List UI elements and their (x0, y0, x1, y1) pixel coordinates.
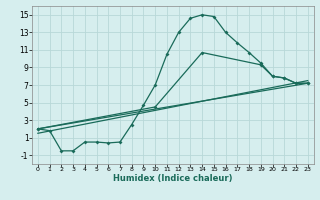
X-axis label: Humidex (Indice chaleur): Humidex (Indice chaleur) (113, 174, 233, 183)
